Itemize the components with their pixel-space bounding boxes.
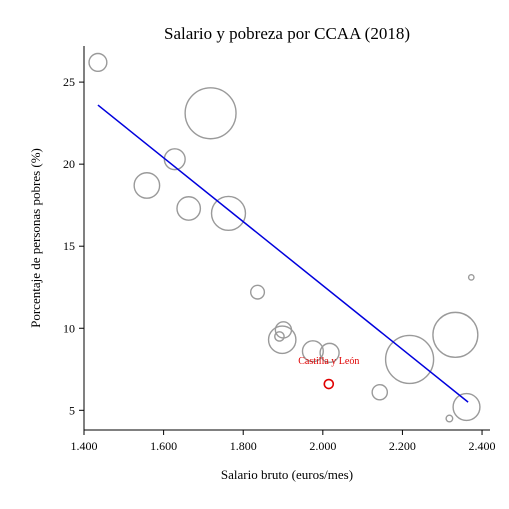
x-tick-label: 2.000 <box>309 439 336 453</box>
data-bubble <box>267 325 297 355</box>
highlight-label: Castilla y León <box>298 356 359 367</box>
x-axis-label: Salario bruto (euros/mes) <box>221 467 353 482</box>
y-tick-label: 15 <box>63 239 75 253</box>
x-tick-label: 1.400 <box>71 439 98 453</box>
highlight-group: Castilla y León <box>298 356 359 390</box>
y-tick-label: 5 <box>69 403 75 417</box>
x-tick-label: 2.400 <box>469 439 496 453</box>
y-tick-label: 25 <box>63 75 75 89</box>
chart-title: Salario y pobreza por CCAA (2018) <box>164 24 410 43</box>
bubble-series <box>88 52 481 423</box>
data-bubble <box>452 392 481 422</box>
data-bubble <box>319 342 340 364</box>
x-tick-label: 1.800 <box>230 439 257 453</box>
data-bubble <box>445 414 454 423</box>
data-bubble <box>184 87 237 140</box>
highlight-point <box>323 378 335 390</box>
data-bubble <box>432 311 479 358</box>
y-tick-label: 10 <box>63 321 75 335</box>
data-bubble <box>133 172 161 199</box>
plot-area: 1.400 1.600 1.800 2.000 2.200 2.400 5 10 15 20 25… <box>63 46 496 453</box>
data-bubble <box>384 334 435 385</box>
data-bubble <box>176 196 202 221</box>
data-bubble <box>371 383 389 401</box>
data-bubble <box>301 340 324 363</box>
x-tick-label: 1.600 <box>150 439 177 453</box>
data-bubble <box>274 331 285 342</box>
data-bubble <box>467 274 475 281</box>
y-tick-label: 20 <box>63 157 75 171</box>
data-bubble <box>210 195 247 232</box>
y-axis-ticks: 5 10 15 20 25 <box>63 75 84 417</box>
data-bubble <box>250 284 266 300</box>
y-axis-label: Porcentaje de personas pobres (%) <box>28 148 43 328</box>
trend-line <box>97 104 469 403</box>
x-axis-ticks: 1.400 1.600 1.800 2.000 2.200 2.400 <box>71 430 496 453</box>
x-tick-label: 2.200 <box>389 439 416 453</box>
data-bubble <box>88 52 108 73</box>
